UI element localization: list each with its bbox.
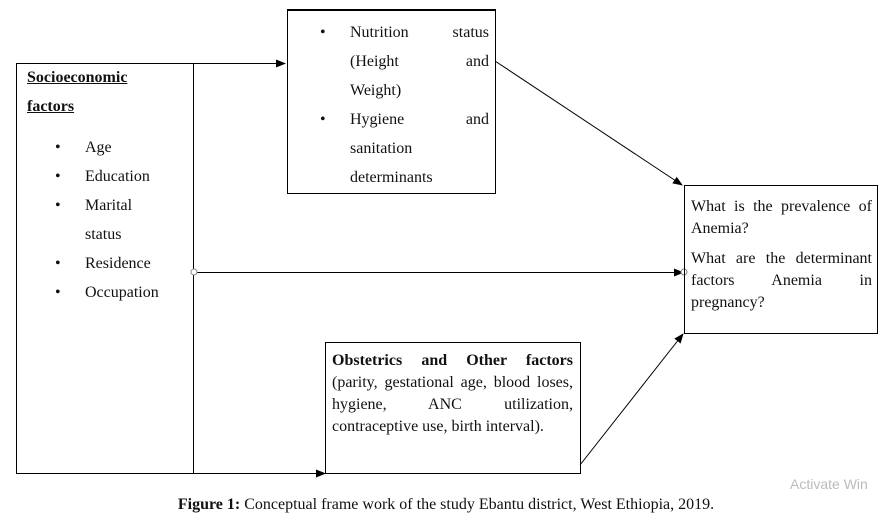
bullet-icon: • — [55, 255, 61, 272]
bullet-icon: • — [55, 168, 61, 185]
hygiene-line: determinants — [350, 169, 433, 186]
outcome-box: What is the prevalence of Anemia? What a… — [684, 185, 878, 334]
bullet-icon: • — [320, 111, 326, 128]
figure-caption: Figure 1: Conceptual frame work of the s… — [0, 496, 892, 514]
figure-caption-text: Conceptual frame work of the study Ebant… — [240, 496, 715, 513]
nutrition-line: Nutrition status — [350, 24, 489, 41]
arrow-nutrition-to-outcome — [494, 60, 683, 186]
nutrition-line: (Height and — [350, 53, 489, 70]
bullet-icon: • — [55, 139, 61, 156]
arrow-obstetrics-to-outcome — [579, 333, 684, 466]
socioeconomic-box: Socioeconomic factors • Age • Education • M… — [16, 63, 194, 474]
nutrition-box: • Nutrition status (Height and Weight) • H… — [287, 9, 496, 194]
obstetrics-box: Obstetrics and Other factors (parity, ge… — [325, 342, 581, 474]
bullet-icon: • — [55, 284, 61, 301]
list-item-continued: status — [85, 226, 122, 243]
connector-node — [190, 268, 198, 276]
list-item: • Marital — [55, 191, 159, 220]
activate-windows-watermark: Activate Win — [790, 476, 868, 492]
figure-label: Figure 1: — [177, 496, 241, 513]
bullet-icon: • — [55, 197, 61, 214]
nutrition-line: Weight) — [350, 82, 402, 99]
list-item: • Education — [55, 162, 159, 191]
hygiene-line: sanitation — [350, 140, 413, 157]
socioeconomic-title: Socioeconomic — [27, 69, 128, 86]
list-item: • Age — [55, 133, 159, 162]
list-item: • Occupation — [55, 278, 159, 307]
socioeconomic-box-border — [16, 63, 194, 474]
socioeconomic-list: • Age • Education • Marital status • Residen… — [55, 133, 159, 307]
hygiene-line: Hygiene and — [350, 111, 489, 128]
list-item: • Residence — [55, 249, 159, 278]
socioeconomic-title-2: factors — [27, 98, 75, 115]
obstetrics-body: (parity, gestational age, blood loses, h… — [332, 374, 573, 435]
outcome-question-determinants: What are the determinant factors Anemia … — [691, 250, 872, 311]
obstetrics-title: Obstetrics and Other factors — [332, 352, 573, 369]
outcome-question-prevalence: What is the prevalence of Anemia? — [691, 198, 872, 237]
bullet-icon: • — [320, 24, 326, 41]
